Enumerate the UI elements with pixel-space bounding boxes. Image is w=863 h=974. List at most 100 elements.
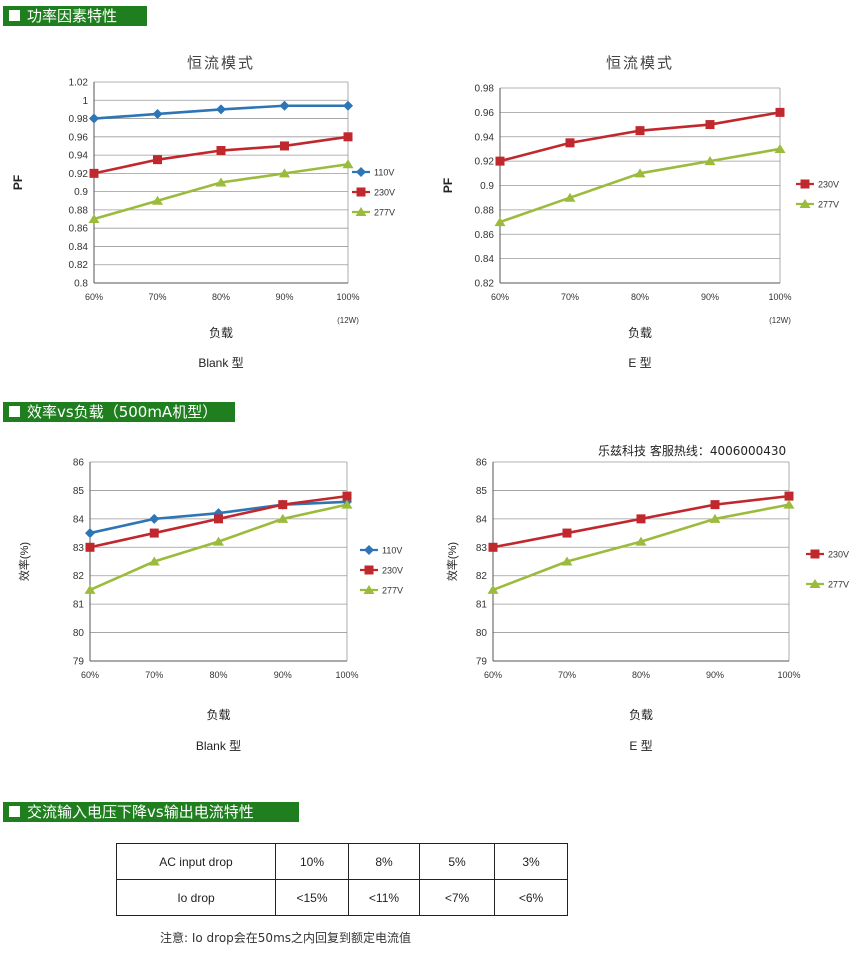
data-point xyxy=(279,100,290,111)
x-tick-label: 60% xyxy=(484,670,502,680)
x-tick-label: 60% xyxy=(81,670,99,680)
table-row: Io drop <15% <11% <7% <6% xyxy=(116,879,568,916)
y-tick-label: 0.8 xyxy=(74,279,88,290)
legend-marker xyxy=(364,565,374,575)
y-tick-label: 0.86 xyxy=(69,224,89,235)
y-tick-label: 84 xyxy=(73,514,85,525)
y-tick-label: 1.02 xyxy=(69,78,89,89)
x-axis-label: 负载 xyxy=(206,708,230,722)
y-tick-label: 82 xyxy=(73,571,85,582)
legend-label: 277V xyxy=(382,586,403,596)
y-tick-label: 0.94 xyxy=(475,132,495,143)
data-point xyxy=(565,138,575,148)
data-point xyxy=(342,159,354,169)
legend-marker xyxy=(800,179,810,189)
y-tick-label: 0.92 xyxy=(475,157,495,168)
x-tick-label: 80% xyxy=(212,292,230,302)
ac-drop-table: AC input drop 10% 8% 5% 3% Io drop <15% … xyxy=(116,843,568,916)
data-point xyxy=(635,126,645,136)
x-tick-label: 70% xyxy=(148,292,166,302)
x-tick-label: 70% xyxy=(145,670,163,680)
data-point xyxy=(88,214,100,224)
x-tick-label: 80% xyxy=(631,292,649,302)
chart-caption: E 型 xyxy=(628,356,651,370)
table-cell: 8% xyxy=(348,843,420,880)
data-point xyxy=(564,192,576,202)
x-tick-label: 90% xyxy=(706,670,724,680)
legend-label: 277V xyxy=(818,200,839,210)
y-tick-label: 82 xyxy=(476,571,488,582)
efficiency-chart-blank: 79 80 81 82 83 84 85 86 60% 70% 80% 90% 100% 效率(%) 负载 B… xyxy=(17,458,403,754)
efficiency-chart-e: 79 80 81 82 83 84 85 86 60% 70% 80% 90% 100% 效率(%) 负载 E… xyxy=(445,458,849,754)
data-point xyxy=(784,491,794,501)
table-cell: <11% xyxy=(348,879,420,916)
data-point xyxy=(561,556,573,566)
x-tick-label: 70% xyxy=(558,670,576,680)
y-tick-label: 0.92 xyxy=(69,169,89,180)
section-title: 交流输入电压下降vs输出电流特性 xyxy=(27,803,254,821)
data-point xyxy=(153,155,162,165)
y-tick-label: 83 xyxy=(73,543,85,554)
chart-caption: Blank 型 xyxy=(196,739,241,753)
table-cell: 5% xyxy=(419,843,495,880)
x-tick-label: 90% xyxy=(701,292,719,302)
y-tick-label: 0.88 xyxy=(475,205,495,216)
x-axis-note: (12W) xyxy=(769,316,791,325)
data-point xyxy=(148,556,160,566)
data-point xyxy=(562,528,572,538)
data-point xyxy=(152,108,163,119)
chart-title: 恒流模式 xyxy=(606,55,674,72)
y-axis-label: 效率(%) xyxy=(17,542,31,581)
chart-caption: Blank 型 xyxy=(198,356,243,370)
x-tick-label: 100% xyxy=(335,670,358,680)
data-point xyxy=(216,146,226,156)
table-cell: 3% xyxy=(494,843,568,880)
y-tick-label: 85 xyxy=(476,486,488,497)
section-title: 效率vs负载（500mA机型） xyxy=(27,403,218,421)
x-axis-label: 负载 xyxy=(209,326,233,340)
legend-marker xyxy=(356,167,366,177)
y-tick-label: 1 xyxy=(82,96,88,107)
table-cell: AC input drop xyxy=(116,843,276,880)
y-tick-label: 0.84 xyxy=(69,242,89,253)
legend-label: 110V xyxy=(374,168,394,178)
y-tick-label: 0.82 xyxy=(475,279,495,290)
y-tick-label: 79 xyxy=(73,657,85,668)
y-tick-label: 85 xyxy=(73,486,85,497)
x-tick-label: 90% xyxy=(275,292,293,302)
x-tick-label: 90% xyxy=(274,670,292,680)
y-tick-label: 79 xyxy=(476,657,488,668)
data-point xyxy=(343,100,353,111)
legend-marker xyxy=(355,207,367,216)
pf-chart-e: 0.82 0.84 0.86 0.88 0.9 0.92 0.94 0.96 0.98 60% 70… xyxy=(441,55,839,370)
legend-label: 277V xyxy=(828,580,849,590)
data-point xyxy=(709,513,721,523)
footnote: 注意: Io drop会在50ms之内回复到额定电流值 xyxy=(160,931,412,945)
data-point xyxy=(488,542,498,552)
data-point xyxy=(704,156,716,166)
y-tick-label: 86 xyxy=(73,458,85,469)
y-tick-label: 0.82 xyxy=(69,260,89,271)
data-point xyxy=(215,177,227,187)
data-point xyxy=(152,195,163,205)
y-tick-label: 83 xyxy=(476,543,488,554)
y-tick-label: 0.9 xyxy=(74,187,88,198)
x-tick-label: 100% xyxy=(768,292,791,302)
data-point xyxy=(487,584,499,594)
x-axis-label: 负载 xyxy=(629,708,653,722)
legend-label: 230V xyxy=(828,550,849,560)
data-point xyxy=(84,584,96,594)
data-point xyxy=(149,513,160,524)
section-title: 功率因素特性 xyxy=(27,7,118,25)
y-tick-label: 0.96 xyxy=(69,132,89,143)
table-cell: 10% xyxy=(275,843,349,880)
y-tick-label: 0.9 xyxy=(480,181,494,192)
data-point xyxy=(85,542,95,552)
legend-marker xyxy=(364,545,374,555)
y-tick-label: 81 xyxy=(73,600,85,611)
data-point xyxy=(85,528,95,539)
x-tick-label: 70% xyxy=(561,292,579,302)
y-tick-label: 0.86 xyxy=(475,230,495,241)
y-tick-label: 0.84 xyxy=(475,254,495,265)
chart-caption: E 型 xyxy=(629,739,652,753)
